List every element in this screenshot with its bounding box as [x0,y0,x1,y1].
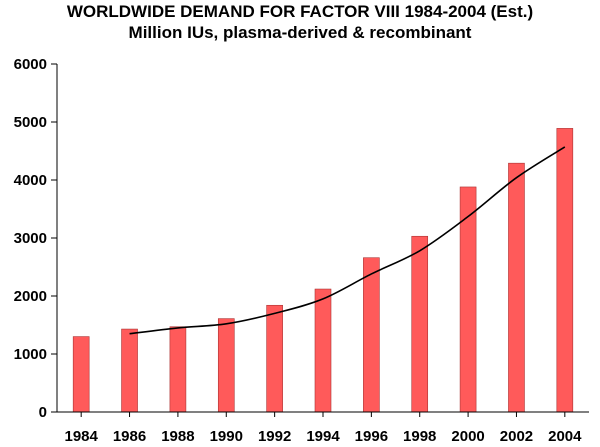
bar-2002 [508,162,525,413]
y-tick-label: 4000 [14,172,47,189]
chart-subtitle: Million IUs, plasma-derived & recombinan… [128,23,472,42]
bar-1996 [363,257,380,413]
trend-line-group [129,146,566,335]
y-tick-label: 0 [39,404,47,421]
bar-2004 [556,128,574,413]
bars [72,128,574,413]
x-tick-label: 1988 [161,428,194,445]
y-axis-ticks: 0 1000 2000 3000 4000 5000 6000 [14,56,57,421]
bar-1992 [266,304,283,413]
x-tick-label: 2004 [548,428,582,445]
x-tick-label: 1994 [306,428,340,445]
x-tick-label: 1990 [210,428,243,445]
x-tick-label: 1996 [355,428,388,445]
x-tick-label: 1984 [64,428,98,445]
y-tick-label: 6000 [14,56,47,73]
trend-line [129,146,566,335]
bar-1998 [411,235,429,413]
x-tick-label: 2002 [500,428,533,445]
bar-1986 [121,328,138,413]
y-tick-label: 1000 [14,346,47,363]
bar-1994 [314,288,332,413]
x-tick-label: 1986 [113,428,146,445]
bar-1984 [72,336,90,413]
bar-1988 [169,326,187,413]
x-tick-label: 2000 [451,428,484,445]
y-tick-label: 3000 [14,230,47,247]
bar-1990 [217,318,235,413]
x-axis-ticks: 1984 1986 1988 1990 1992 1994 1996 1998 2000 2002… [64,412,582,445]
y-tick-label: 2000 [14,288,47,305]
y-tick-label: 5000 [14,114,47,131]
chart-title: WORLDWIDE DEMAND FOR FACTOR VIII 1984-20… [66,2,534,21]
x-tick-label: 1998 [403,428,436,445]
x-tick-label: 1992 [258,428,291,445]
